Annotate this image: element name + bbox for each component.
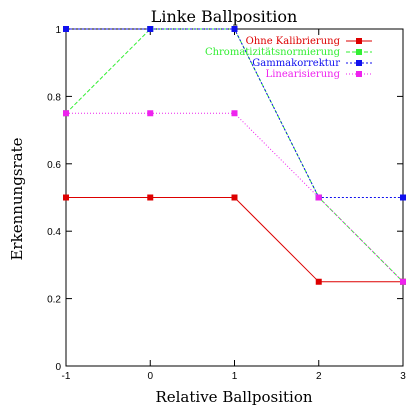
data-point bbox=[315, 278, 322, 285]
legend-label: Linearisierung bbox=[266, 69, 341, 80]
data-point bbox=[400, 278, 406, 285]
legend-marker bbox=[356, 38, 362, 44]
legend-marker bbox=[356, 49, 362, 55]
x-tick-label: 1 bbox=[232, 371, 238, 382]
legend-label: Gammakorrektur bbox=[252, 58, 340, 69]
series-line-0 bbox=[66, 197, 403, 283]
data-point bbox=[231, 110, 238, 117]
legend-marker bbox=[356, 71, 362, 77]
data-point bbox=[147, 26, 154, 32]
series-lines bbox=[65, 28, 404, 283]
x-tick-label: 3 bbox=[400, 371, 406, 382]
x-tick-label: 0 bbox=[147, 371, 153, 382]
series-line-1 bbox=[65, 28, 404, 283]
data-point bbox=[63, 110, 69, 117]
chart-title: Linke Ballposition bbox=[151, 7, 298, 26]
data-point bbox=[400, 194, 406, 201]
x-tick-label: 2 bbox=[316, 371, 322, 382]
data-point bbox=[315, 194, 322, 201]
data-point bbox=[231, 26, 238, 32]
y-tick-label: 0.6 bbox=[47, 160, 61, 171]
legend-label: Chromatizitätsnormierung bbox=[205, 47, 341, 58]
data-point bbox=[147, 110, 154, 117]
y-tick-label: 0 bbox=[55, 362, 61, 373]
y-tick-label: 1 bbox=[55, 25, 61, 36]
y-tick-label: 0.2 bbox=[47, 295, 61, 306]
data-points bbox=[63, 26, 406, 285]
y-tick-label: 0.8 bbox=[47, 92, 61, 103]
data-point bbox=[63, 194, 69, 201]
y-tick-label: 0.4 bbox=[47, 227, 61, 238]
legend: Ohne KalibrierungChromatizitätsnormierun… bbox=[205, 36, 372, 80]
data-point bbox=[63, 26, 69, 32]
x-axis-label: Relative Ballposition bbox=[155, 388, 312, 406]
data-point bbox=[147, 194, 154, 201]
legend-marker bbox=[356, 60, 362, 66]
legend-label: Ohne Kalibrierung bbox=[246, 36, 341, 47]
y-axis-label: Erkennungsrate bbox=[8, 137, 26, 260]
data-point bbox=[231, 194, 238, 201]
x-tick-label: -1 bbox=[62, 371, 71, 382]
